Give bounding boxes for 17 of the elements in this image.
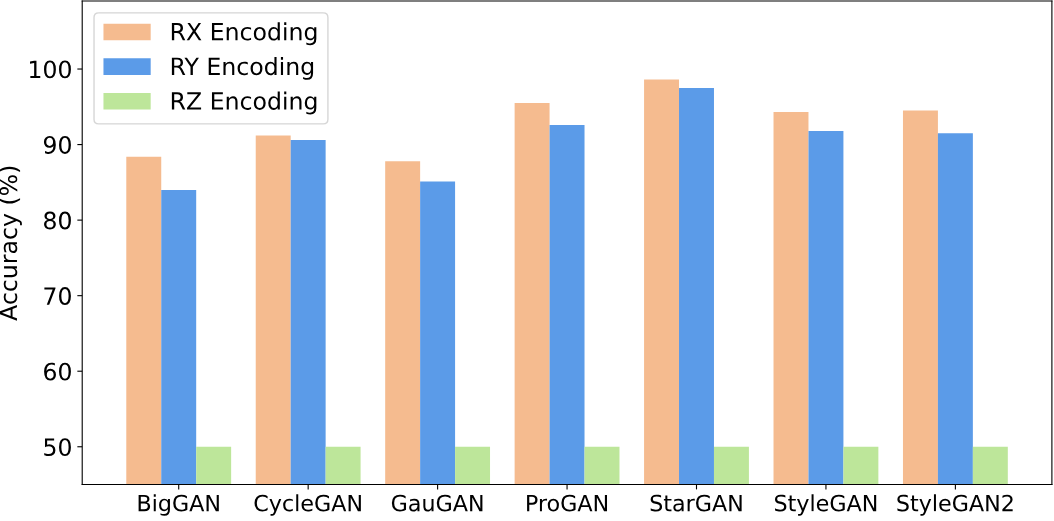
y-tick-label: 50 bbox=[44, 438, 71, 457]
x-tick-label: StyleGAN bbox=[774, 494, 877, 516]
x-tick-label: CycleGAN bbox=[254, 494, 361, 516]
legend-label: RZ Encoding bbox=[171, 91, 317, 115]
y-axis-title: Accuracy (%) bbox=[0, 166, 22, 321]
x-tick-label: ProGAN bbox=[527, 494, 608, 512]
legend-label: RY Encoding bbox=[171, 56, 314, 80]
x-tick-label: GauGAN bbox=[391, 494, 483, 512]
x-tick-label: StarGAN bbox=[650, 494, 742, 512]
y-tick-label: 80 bbox=[44, 211, 71, 230]
y-tick-label: 90 bbox=[43, 136, 71, 154]
legend-label: RX Encoding bbox=[171, 22, 317, 46]
x-tick-label: BigGAN bbox=[138, 494, 219, 516]
y-tick-label: 100 bbox=[30, 60, 71, 79]
x-tick-label: StyleGAN2 bbox=[897, 494, 1013, 516]
y-tick-label: 60 bbox=[44, 362, 71, 381]
y-tick-label: 70 bbox=[44, 287, 71, 305]
